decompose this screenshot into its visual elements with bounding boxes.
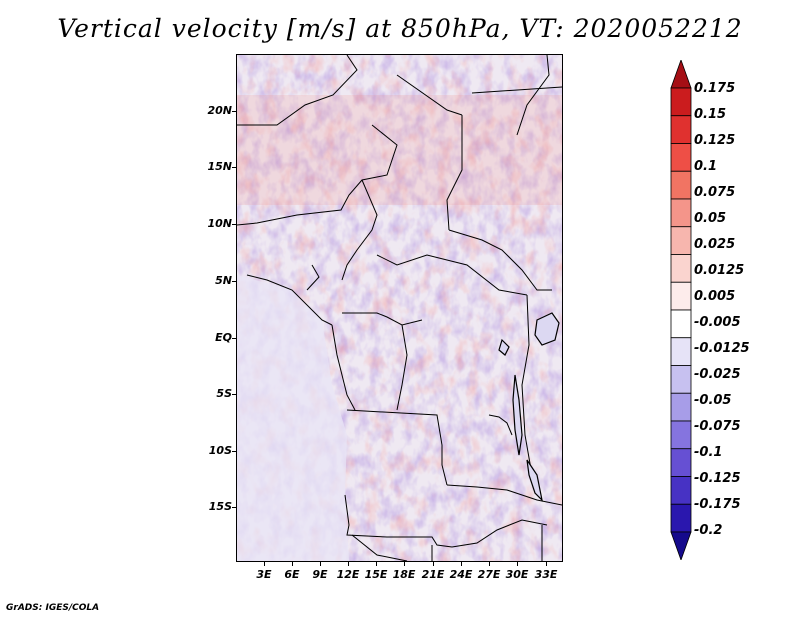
colorbar-label: 0.05 xyxy=(694,211,727,226)
lat-tick xyxy=(232,338,236,339)
lat-label: 15N xyxy=(207,160,232,173)
lat-tick xyxy=(232,507,236,508)
velocity-field xyxy=(237,55,562,561)
lat-label: EQ xyxy=(215,331,232,344)
lat-tick xyxy=(232,167,236,168)
lon-tick xyxy=(546,562,547,566)
ocean-area xyxy=(237,275,349,561)
lat-label: 15S xyxy=(208,500,232,513)
colorbar-swatch xyxy=(670,448,692,477)
lon-label: 27E xyxy=(477,568,501,581)
lon-label: 6E xyxy=(284,568,300,581)
colorbar-swatch xyxy=(670,309,692,339)
colorbar-swatch xyxy=(670,476,692,505)
lat-tick xyxy=(232,394,236,395)
colorbar-label: 0.125 xyxy=(694,133,736,148)
colorbar-label: -0.125 xyxy=(694,471,741,486)
lon-label: 9E xyxy=(312,568,328,581)
lon-label: 18E xyxy=(392,568,416,581)
colorbar-swatch xyxy=(670,281,692,311)
lat-tick xyxy=(232,224,236,225)
lon-tick xyxy=(264,562,265,566)
colorbar-swatch xyxy=(670,503,692,533)
lat-label: 10N xyxy=(207,217,232,230)
colorbar-label: -0.075 xyxy=(694,419,741,434)
colorbar-label: 0.0125 xyxy=(694,263,745,278)
lon-label: 33E xyxy=(534,568,558,581)
country-borders xyxy=(237,55,562,561)
colorbar-swatch xyxy=(670,420,692,450)
lon-tick xyxy=(320,562,321,566)
lon-label: 3E xyxy=(256,568,272,581)
colorbar-label: -0.025 xyxy=(694,367,741,382)
lat-label: 20N xyxy=(207,104,232,117)
lon-tick xyxy=(348,562,349,566)
colorbar-swatch xyxy=(670,115,692,144)
lon-tick xyxy=(489,562,490,566)
chart-title: Vertical velocity [m/s] at 850hPa, VT: 2… xyxy=(57,14,743,43)
colorbar-label: 0.075 xyxy=(694,185,736,200)
colorbar-swatch xyxy=(670,531,692,560)
colorbar-label: -0.2 xyxy=(694,523,723,538)
map-panel xyxy=(236,54,563,562)
grads-credit: GrADS: IGES/COLA xyxy=(6,603,100,613)
colorbar-swatch xyxy=(670,143,692,172)
colorbar-label: -0.0125 xyxy=(694,341,750,356)
colorbar-label: 0.005 xyxy=(694,289,736,304)
colorbar-label: -0.05 xyxy=(694,393,732,408)
lon-tick xyxy=(376,562,377,566)
colorbar-swatch xyxy=(670,198,692,228)
lon-tick xyxy=(404,562,405,566)
colorbar xyxy=(670,60,692,560)
colorbar-label: 0.1 xyxy=(694,159,718,174)
colorbar-swatch xyxy=(670,87,692,117)
colorbar-label: 0.175 xyxy=(694,81,736,96)
lon-label: 21E xyxy=(421,568,445,581)
colorbar-swatch xyxy=(670,337,692,366)
lon-tick xyxy=(517,562,518,566)
colorbar-swatch xyxy=(670,170,692,200)
lakes xyxy=(498,312,560,502)
lon-label: 12E xyxy=(336,568,360,581)
colorbar-label: -0.1 xyxy=(694,445,723,460)
colorbar-swatch xyxy=(670,226,692,255)
lat-label: 10S xyxy=(208,444,232,457)
colorbar-label: 0.15 xyxy=(694,107,727,122)
colorbar-swatch xyxy=(670,365,692,394)
lon-tick xyxy=(292,562,293,566)
lon-tick xyxy=(433,562,434,566)
lon-label: 15E xyxy=(364,568,388,581)
colorbar-swatch xyxy=(670,254,692,283)
lon-label: 24E xyxy=(449,568,473,581)
lat-tick xyxy=(232,451,236,452)
lon-tick xyxy=(461,562,462,566)
lat-tick xyxy=(232,281,236,282)
lat-label: 5N xyxy=(215,274,232,287)
colorbar-swatch xyxy=(670,392,692,422)
lat-tick xyxy=(232,111,236,112)
lon-label: 30E xyxy=(505,568,529,581)
colorbar-label: -0.005 xyxy=(694,315,741,330)
colorbar-label: 0.025 xyxy=(694,237,736,252)
lat-label: 5S xyxy=(216,387,232,400)
colorbar-swatch xyxy=(670,60,692,89)
sahel-band xyxy=(237,95,562,205)
colorbar-label: -0.175 xyxy=(694,497,741,512)
